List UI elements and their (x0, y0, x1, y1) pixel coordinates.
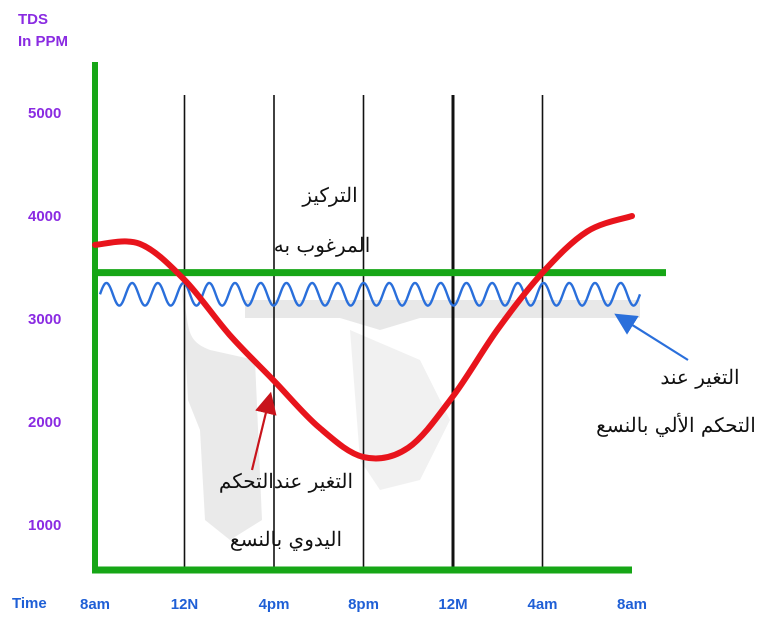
x-tick-label-2: 4pm (259, 596, 290, 613)
y-tick-label-3000: 3000 (28, 311, 61, 328)
manual-control-label-line1: التغير عندالتحكم (219, 469, 353, 493)
manual-control-label-line2: اليدوي بالنسع (230, 527, 342, 551)
x-tick-label-6: 8am (617, 596, 647, 613)
x-axis-label: Time (12, 595, 47, 612)
x-tick-label-1: 12N (171, 596, 199, 613)
series-layer (92, 213, 689, 471)
shadow-layer (182, 288, 640, 540)
manual-shadow-area (182, 288, 262, 540)
annotations: التركيز المرغوب به التغير عند التحكم الأ… (219, 183, 756, 551)
desired-concentration-label-line1: التركيز (301, 183, 357, 207)
auto-control-series (98, 281, 642, 307)
auto-control-label-line1: التغير عند (660, 365, 739, 389)
vertical-gridlines (183, 95, 544, 570)
y-tick-label-5000: 5000 (28, 105, 61, 122)
auto-annotation-arrow (614, 313, 689, 361)
x-tick-label-4: 12M (438, 596, 467, 613)
desired-concentration-label-line2: المرغوب به (274, 233, 371, 257)
auto-control-label-line2: التحكم الألي بالنسع (596, 412, 756, 437)
axes (92, 62, 632, 574)
auto-shadow-area (245, 300, 640, 330)
manual-annotation-arrow (250, 391, 277, 471)
x-tick-label-5: 4am (527, 596, 557, 613)
y-tick-label-4000: 4000 (28, 208, 61, 225)
x-tick-label-3: 8pm (348, 596, 379, 613)
y-axis-label-line2: In PPM (18, 33, 68, 50)
y-axis-label-line1: TDS (18, 11, 48, 28)
manual-control-series (92, 213, 635, 462)
axis-labels: TDS In PPM Time (12, 11, 68, 612)
y-tick-label-2000: 2000 (28, 414, 61, 431)
y-tick-label-1000: 1000 (28, 517, 61, 534)
center-shadow-area (350, 330, 450, 490)
tick-labels: 1000 2000 3000 4000 5000 8am 12N 4pm 8pm 12M 4am 8a… (28, 105, 647, 613)
x-tick-label-0: 8am (80, 596, 110, 613)
